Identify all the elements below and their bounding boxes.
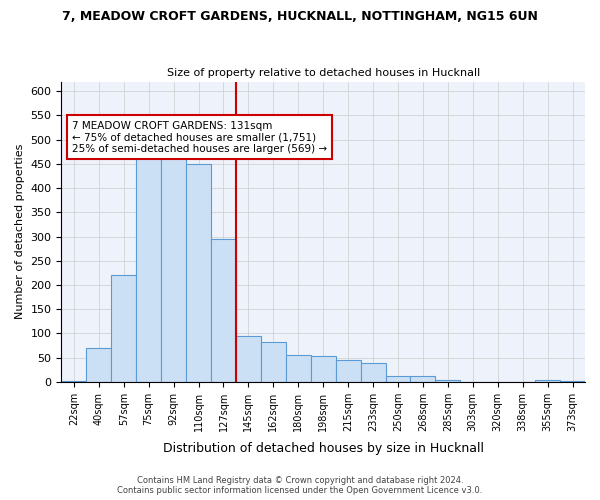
Bar [261,342,286,382]
Bar [186,164,211,382]
Y-axis label: Number of detached properties: Number of detached properties [15,144,25,320]
Text: 7, MEADOW CROFT GARDENS, HUCKNALL, NOTTINGHAM, NG15 6UN: 7, MEADOW CROFT GARDENS, HUCKNALL, NOTTI… [62,10,538,23]
Bar [236,336,261,382]
Text: Contains HM Land Registry data © Crown copyright and database right 2024.
Contai: Contains HM Land Registry data © Crown c… [118,476,482,495]
Text: 7 MEADOW CROFT GARDENS: 131sqm
← 75% of detached houses are smaller (1,751)
25% : 7 MEADOW CROFT GARDENS: 131sqm ← 75% of … [72,120,327,154]
Bar [286,355,311,382]
Bar [361,364,386,382]
Bar [136,154,161,382]
Bar [436,380,460,382]
Bar [560,381,585,382]
Title: Size of property relative to detached houses in Hucknall: Size of property relative to detached ho… [167,68,480,78]
Bar [61,381,86,382]
Bar [111,276,136,382]
Bar [211,239,236,382]
Bar [335,360,361,382]
Bar [535,380,560,382]
Bar [311,356,335,382]
Bar [161,152,186,382]
Bar [410,376,436,382]
Bar [386,376,410,382]
X-axis label: Distribution of detached houses by size in Hucknall: Distribution of detached houses by size … [163,442,484,455]
Bar [86,348,111,382]
